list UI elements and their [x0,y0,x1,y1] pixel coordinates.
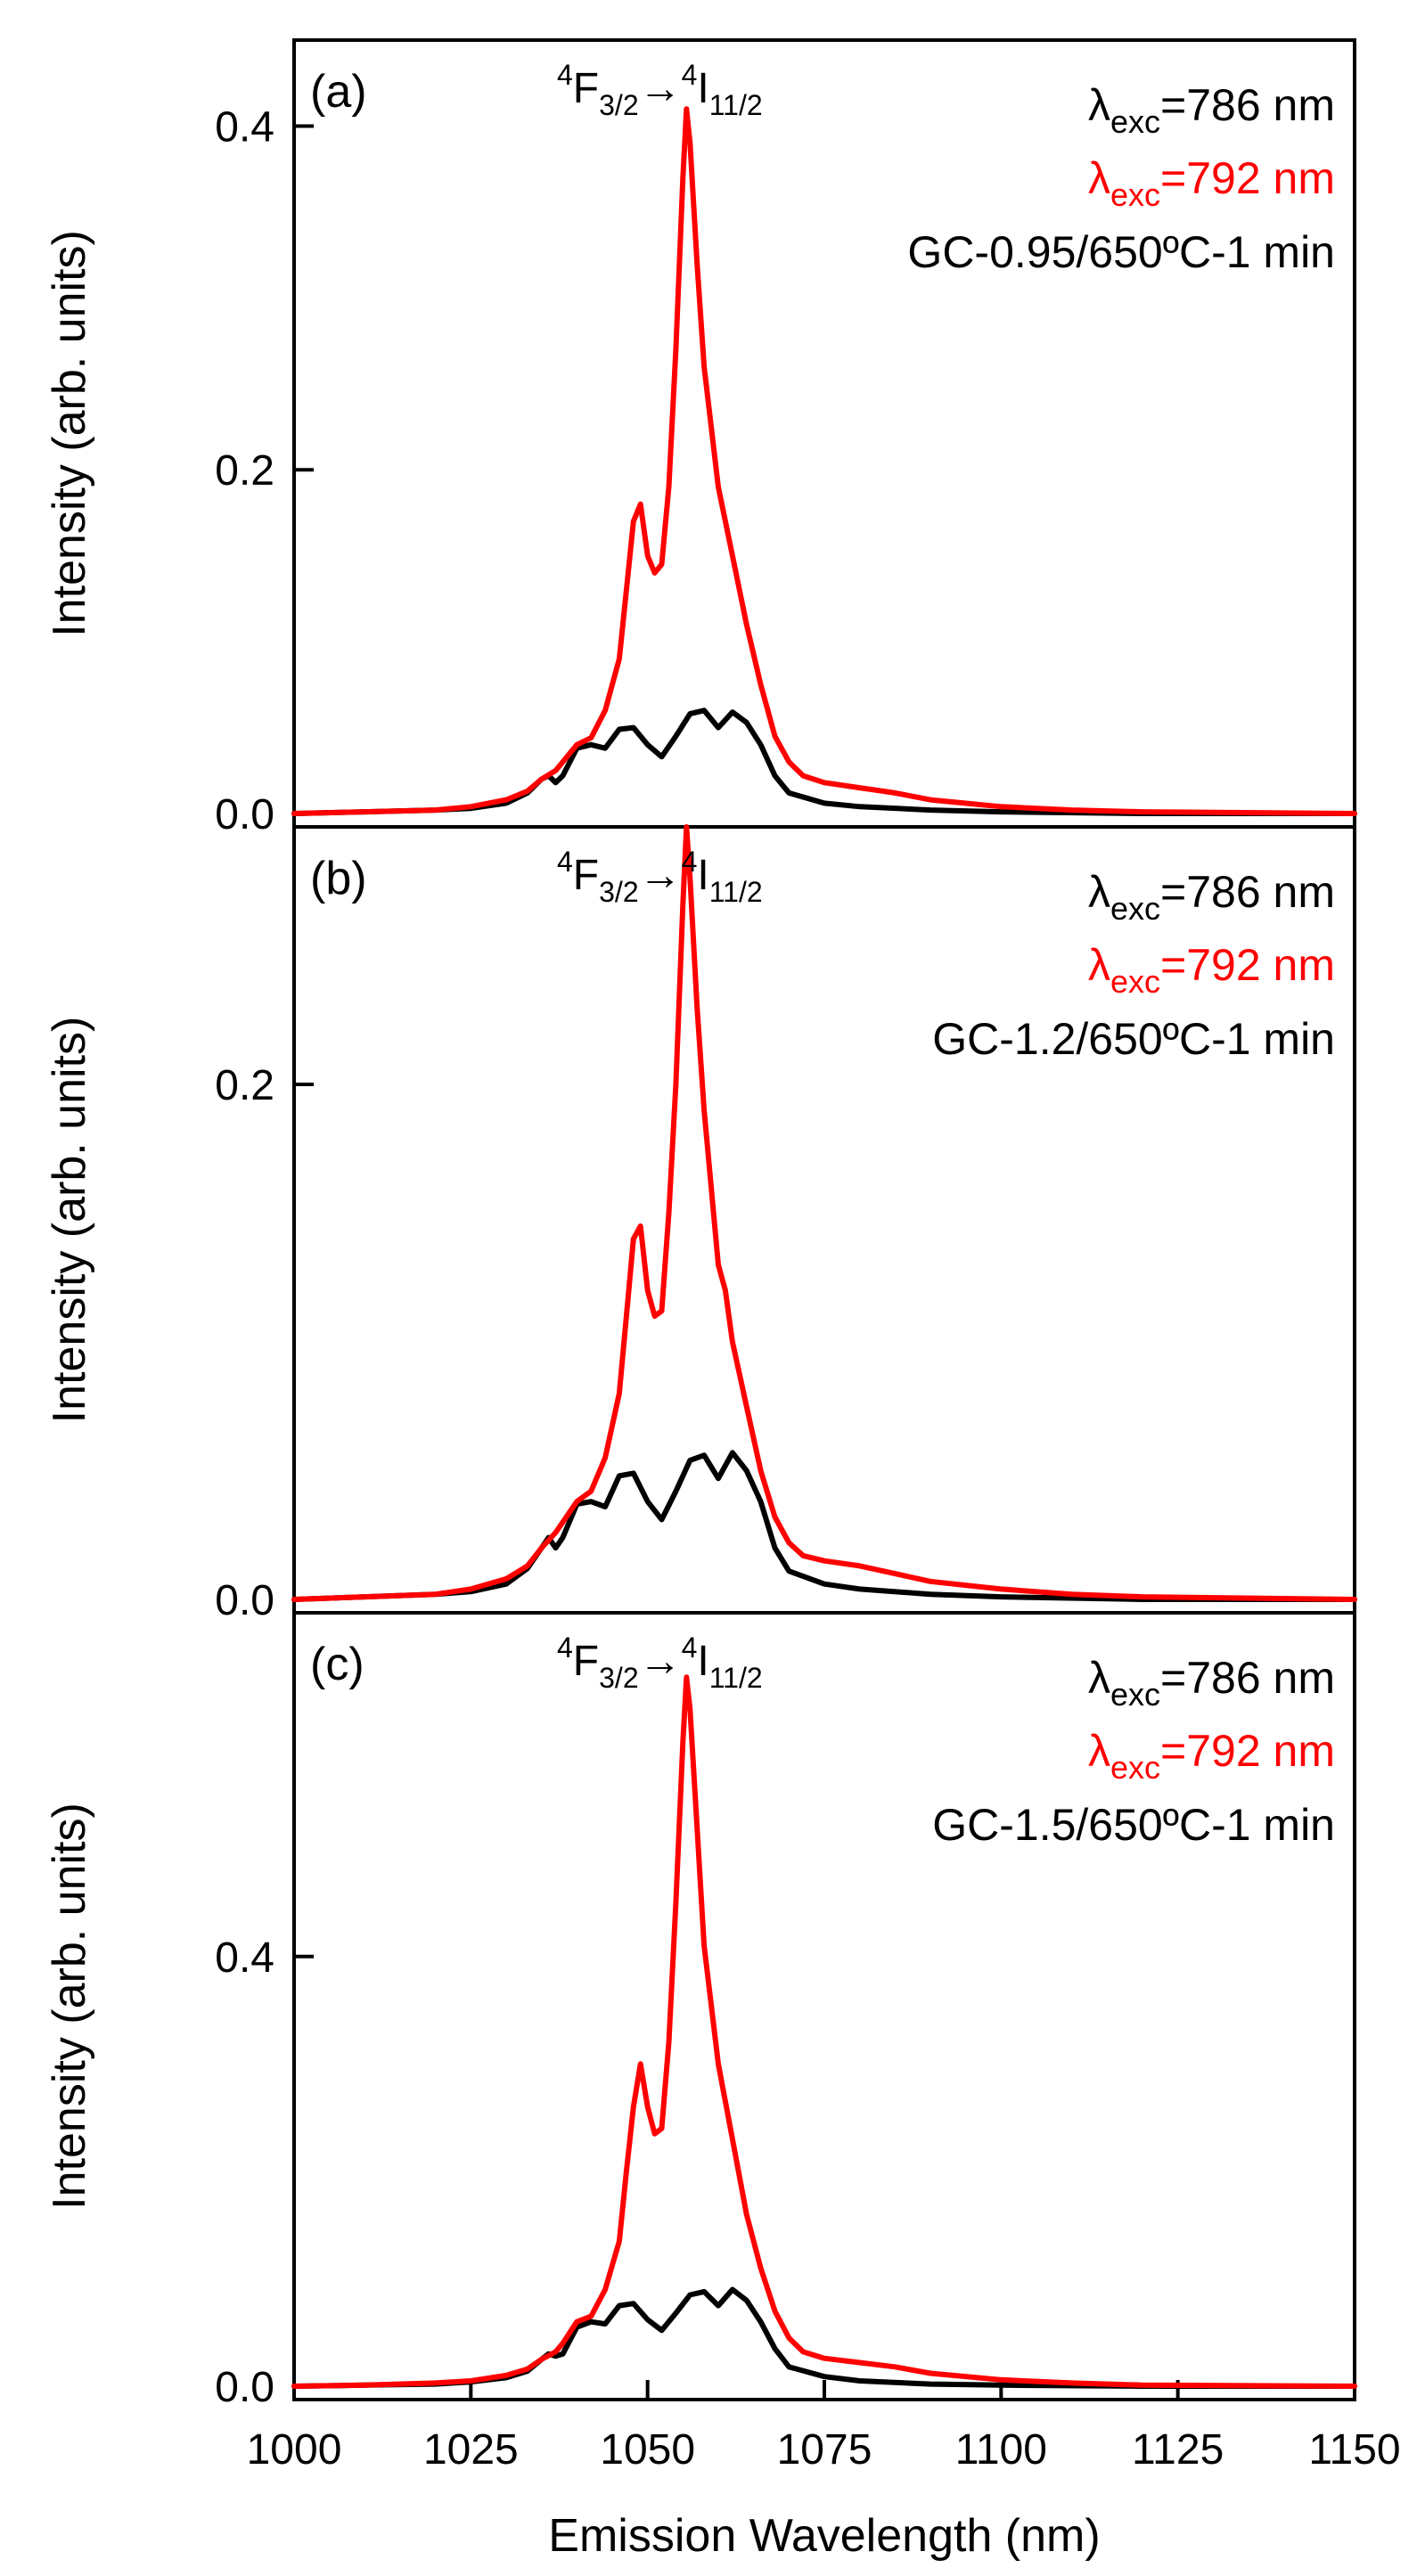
legend-entry-0: λexc=786 nm [1088,80,1335,140]
x-axis-title: Emission Wavelength (nm) [548,2510,1100,2562]
sample-label: GC-0.95/650ºC-1 min [907,227,1335,277]
transition-label: 4F3/2→4I11/2 [557,1631,763,1694]
series-line-0 [291,707,1357,816]
y-tick-label: 0.4 [215,103,274,151]
panel-1: 0.0 0.2 Intensity (arb. units) (b) 4F3/2→4I1… [44,824,1357,1624]
sample-label: GC-1.5/650ºC-1 min [932,1800,1335,1850]
series-line-0 [291,2286,1357,2389]
transition-label: 4F3/2→4I11/2 [557,846,763,908]
legend-entry-1: λexc=792 nm [1088,153,1335,213]
y-axis-title: Intensity (arb. units) [44,230,95,637]
y-axis-title: Intensity (arb. units) [44,1803,95,2210]
y-tick-label: 0.0 [215,791,274,838]
y-tick-label: 0.2 [215,1062,274,1109]
x-tick-label: 1150 [1308,2426,1400,2474]
series-line-1 [291,106,1357,816]
x-tick-label: 1000 [247,2426,342,2474]
legend-entry-1: λexc=792 nm [1088,1726,1335,1786]
panel-0: 0.0 0.2 0.4 Intensity (arb. units) (a) 4F3/2→… [44,38,1357,838]
y-tick-label: 0.4 [215,1934,274,1982]
series-line-0 [291,1450,1357,1602]
x-tick-label: 1100 [955,2426,1047,2474]
x-tick-label: 1075 [777,2426,872,2474]
sample-label: GC-1.2/650ºC-1 min [932,1014,1335,1064]
series-line-1 [291,1674,1357,2389]
panel-label: (b) [310,853,367,904]
y-tick-label: 0.0 [215,2364,274,2411]
x-tick-label: 1125 [1132,2426,1224,2474]
y-tick-label: 0.0 [215,1577,274,1624]
legend-entry-0: λexc=786 nm [1088,867,1335,927]
panel-label: (a) [310,66,367,118]
y-axis-title: Intensity (arb. units) [44,1017,95,1424]
series-line-1 [291,824,1357,1602]
legend-entry-0: λexc=786 nm [1088,1653,1335,1713]
x-tick-label: 1025 [423,2426,519,2474]
panel-label: (c) [310,1639,364,1690]
transition-label: 4F3/2→4I11/2 [557,59,763,121]
y-tick-label: 0.2 [215,447,274,495]
x-tick-label: 1050 [600,2426,695,2474]
panel-2: 0.0 0.4 1000 1025 1050 1075 1100 1125 1150 Emissi… [44,1611,1401,2562]
legend-entry-1: λexc=792 nm [1088,940,1335,1000]
panels-group: 0.0 0.2 0.4 Intensity (arb. units) (a) 4F3/2→… [44,38,1401,2562]
